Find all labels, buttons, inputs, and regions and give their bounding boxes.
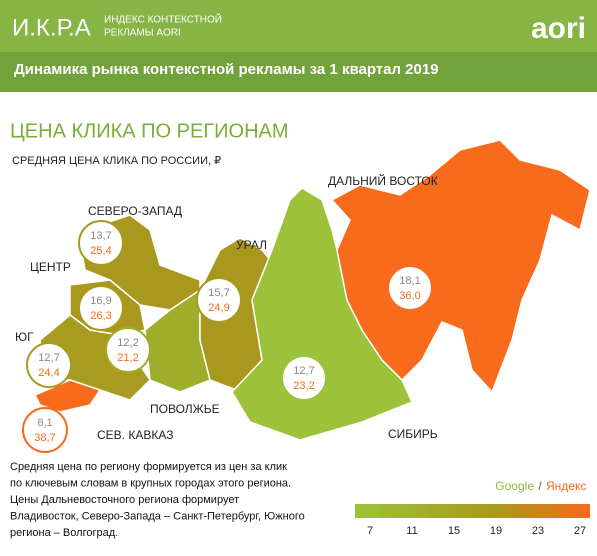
scale-tick-label: 15 bbox=[448, 525, 460, 537]
google-value: 12,7 bbox=[293, 365, 314, 377]
region-name: ЮГ bbox=[15, 330, 34, 344]
map-subtitle: СРЕДНЯЯ ЦЕНА КЛИКА ПО РОССИИ, ₽ bbox=[12, 155, 221, 167]
google-value: 18,1 bbox=[399, 275, 420, 287]
region-name: ДАЛЬНИЙ ВОСТОК bbox=[328, 173, 438, 188]
region bbox=[33, 379, 102, 413]
legend-yandex: Яндекс bbox=[546, 479, 586, 493]
legend-separator: / bbox=[538, 479, 542, 493]
google-value: 15,7 bbox=[208, 287, 229, 299]
header-top bbox=[0, 0, 597, 52]
region bbox=[330, 139, 591, 394]
yandex-value: 36,0 bbox=[399, 290, 420, 302]
yandex-value: 24,9 bbox=[208, 302, 229, 314]
region-name: СЕВ. КАВКАЗ bbox=[97, 428, 173, 442]
value-badge bbox=[22, 407, 68, 453]
map-title: ЦЕНА КЛИКА ПО РЕГИОНАМ bbox=[10, 120, 289, 142]
scale-tick-label: 19 bbox=[490, 525, 502, 537]
yandex-value: 25,4 bbox=[90, 245, 111, 257]
scale-tick-label: 11 bbox=[406, 525, 417, 537]
region-name: СИБИРЬ bbox=[388, 427, 438, 441]
note-line: по ключевым словам в крупных городах это… bbox=[10, 477, 291, 489]
logo-subtitle: ИНДЕКС КОНТЕКСТНОЙ bbox=[104, 13, 222, 26]
scale-tick-label: 27 bbox=[574, 525, 586, 537]
value-badge bbox=[105, 327, 151, 373]
google-value: 8,1 bbox=[37, 417, 52, 429]
note-line: Средняя цена по региону формируется из ц… bbox=[10, 461, 287, 473]
map: 13,7 25,4 СЕВЕРО-ЗАПАД 16,9 26,3 ЦЕНТР 12,7 24,… bbox=[15, 139, 591, 453]
region-name: СЕВЕРО-ЗАПАД bbox=[88, 204, 182, 218]
value-badge bbox=[78, 220, 124, 266]
yandex-value: 21,2 bbox=[117, 352, 138, 364]
logo-subtitle: РЕКЛАМЫ AORI bbox=[104, 28, 181, 39]
google-value: 16,9 bbox=[90, 295, 111, 307]
google-value: 12,2 bbox=[117, 337, 138, 349]
note-line: Цены Дальневосточного региона формирует bbox=[10, 494, 239, 506]
note: Средняя цена по региону формируется из ц… bbox=[10, 461, 305, 539]
value-badge bbox=[26, 342, 72, 388]
google-value: 12,7 bbox=[38, 352, 59, 364]
note-line: Владивосток, Северо-Запада – Санкт-Петер… bbox=[10, 510, 305, 522]
value-badge bbox=[387, 265, 433, 311]
yandex-value: 26,3 bbox=[90, 310, 111, 322]
brand: aori bbox=[531, 12, 586, 45]
scale-tick-label: 7 bbox=[367, 525, 373, 537]
legend-google: Google bbox=[495, 479, 534, 493]
color-scale bbox=[355, 504, 590, 518]
scale-tick-label: 23 bbox=[532, 525, 544, 537]
header-title: Динамика рынка контекстной рекламы за 1 … bbox=[14, 61, 439, 78]
region-name: ПОВОЛЖЬЕ bbox=[150, 402, 220, 416]
header-bar bbox=[0, 52, 597, 92]
value-badge bbox=[281, 355, 327, 401]
yandex-value: 24,4 bbox=[38, 367, 59, 379]
logo: И.К.Р.А bbox=[12, 14, 91, 41]
region-name: ЦЕНТР bbox=[30, 260, 71, 274]
value-badge bbox=[196, 277, 242, 323]
google-value: 13,7 bbox=[90, 230, 111, 242]
legend: Google / Яндекс 7 11 15 19 23 27 bbox=[355, 479, 590, 537]
value-badge bbox=[78, 285, 124, 331]
yandex-value: 23,2 bbox=[293, 380, 314, 392]
region-name: УРАЛ bbox=[236, 238, 267, 252]
note-line: региона – Волгоград. bbox=[10, 527, 118, 539]
yandex-value: 38,7 bbox=[34, 432, 55, 444]
